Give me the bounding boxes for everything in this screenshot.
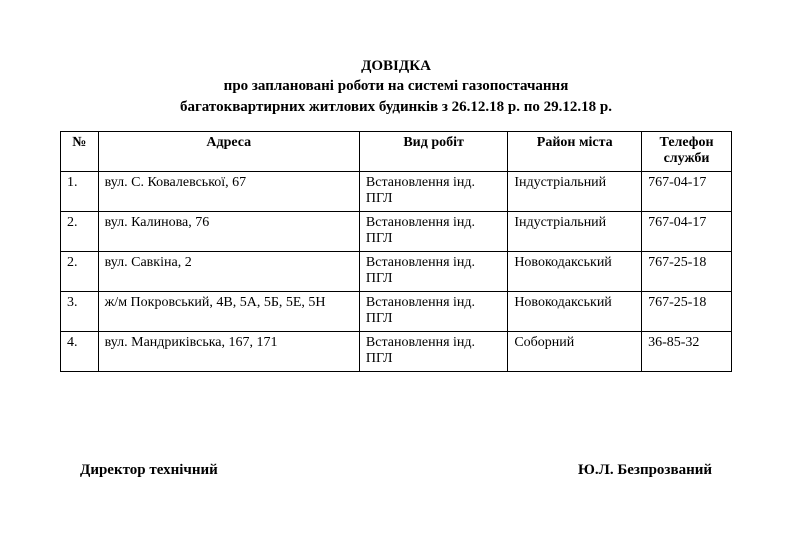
cell-address: вул. Мандриківська, 167, 171 bbox=[98, 331, 359, 371]
title-line-2: про заплановані роботи на системі газопо… bbox=[60, 76, 732, 96]
cell-worktype: Встановлення інд. ПГЛ bbox=[359, 291, 507, 331]
col-header-num: № bbox=[61, 131, 99, 171]
cell-address: вул. С. Ковалевської, 67 bbox=[98, 171, 359, 211]
table-header-row: № Адреса Вид робіт Район міста Телефон с… bbox=[61, 131, 732, 171]
cell-worktype: Встановлення інд. ПГЛ bbox=[359, 331, 507, 371]
cell-district: Індустріальний bbox=[508, 211, 642, 251]
cell-address: вул. Савкіна, 2 bbox=[98, 251, 359, 291]
cell-district: Індустріальний bbox=[508, 171, 642, 211]
signature-row: Директор технічний Ю.Л. Безпрозваний bbox=[60, 462, 732, 479]
cell-worktype: Встановлення інд. ПГЛ bbox=[359, 211, 507, 251]
cell-address: ж/м Покровський, 4В, 5А, 5Б, 5Е, 5Н bbox=[98, 291, 359, 331]
cell-num: 4. bbox=[61, 331, 99, 371]
title-line-1: ДОВІДКА bbox=[60, 56, 732, 76]
cell-phone: 767-25-18 bbox=[642, 291, 732, 331]
table-row: 2. вул. Савкіна, 2 Встановлення інд. ПГЛ… bbox=[61, 251, 732, 291]
cell-phone: 767-04-17 bbox=[642, 211, 732, 251]
cell-worktype: Встановлення інд. ПГЛ bbox=[359, 251, 507, 291]
col-header-address: Адреса bbox=[98, 131, 359, 171]
signature-name: Ю.Л. Безпрозваний bbox=[578, 462, 712, 479]
col-header-district: Район міста bbox=[508, 131, 642, 171]
report-table: № Адреса Вид робіт Район міста Телефон с… bbox=[60, 131, 732, 372]
col-header-worktype: Вид робіт bbox=[359, 131, 507, 171]
cell-address: вул. Калинова, 76 bbox=[98, 211, 359, 251]
cell-num: 1. bbox=[61, 171, 99, 211]
title-block: ДОВІДКА про заплановані роботи на систем… bbox=[60, 56, 732, 117]
signature-position: Директор технічний bbox=[80, 462, 218, 479]
table-row: 4. вул. Мандриківська, 167, 171 Встановл… bbox=[61, 331, 732, 371]
cell-district: Новокодакський bbox=[508, 291, 642, 331]
table-row: 1. вул. С. Ковалевської, 67 Встановлення… bbox=[61, 171, 732, 211]
cell-district: Новокодакський bbox=[508, 251, 642, 291]
table-row: 2. вул. Калинова, 76 Встановлення інд. П… bbox=[61, 211, 732, 251]
cell-phone: 36-85-32 bbox=[642, 331, 732, 371]
cell-phone: 767-04-17 bbox=[642, 171, 732, 211]
document-page: ДОВІДКА про заплановані роботи на систем… bbox=[0, 0, 792, 558]
cell-num: 3. bbox=[61, 291, 99, 331]
table-row: 3. ж/м Покровський, 4В, 5А, 5Б, 5Е, 5Н В… bbox=[61, 291, 732, 331]
cell-worktype: Встановлення інд. ПГЛ bbox=[359, 171, 507, 211]
cell-num: 2. bbox=[61, 251, 99, 291]
title-line-3: багатоквартирних житлових будинків з 26.… bbox=[60, 97, 732, 117]
cell-phone: 767-25-18 bbox=[642, 251, 732, 291]
cell-num: 2. bbox=[61, 211, 99, 251]
col-header-phone: Телефон служби bbox=[642, 131, 732, 171]
cell-district: Соборний bbox=[508, 331, 642, 371]
